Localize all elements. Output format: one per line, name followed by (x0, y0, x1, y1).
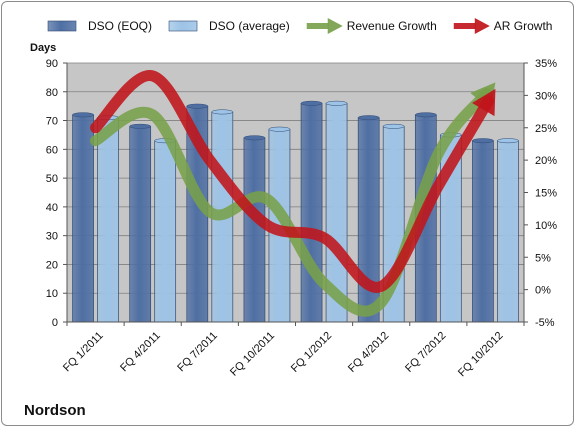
y2-tick-label: 20% (535, 155, 557, 167)
bar-dso-eoq-fq-4-2011 (129, 125, 152, 323)
bar-dso-eoq-fq-1-2012 (300, 102, 323, 323)
bar-dso-eoq-fq-10-2011 (243, 137, 266, 323)
legend-swatch (168, 20, 198, 32)
legend-label: DSO (average) (209, 19, 290, 33)
bar-dso-eoq-fq-10-2012 (472, 140, 494, 323)
growth-lines (90, 70, 496, 317)
y-tick-label: 70 (46, 116, 58, 128)
x-tick-label: FQ 7/2012 (403, 330, 448, 375)
legend-label: Revenue Growth (347, 19, 437, 33)
y2-tick-label: 35% (535, 58, 557, 70)
x-tick-label: FQ 10/2011 (228, 330, 277, 379)
bar-cap-dso-eoq (472, 138, 494, 144)
y2-tick-label: -5% (535, 317, 555, 329)
bar-cap-dso-average (268, 126, 291, 132)
y-tick-label: 50 (46, 173, 58, 185)
legend-item-ar-growth: AR Growth (453, 18, 553, 34)
bar-cap-dso-average (382, 123, 405, 129)
bar-cap-dso-eoq (415, 112, 437, 118)
legend-swatch (47, 20, 77, 32)
y-tick-label: 30 (46, 231, 58, 243)
company-name: Nordson (24, 402, 86, 419)
bar-dso-average-fq-4-2011 (154, 140, 177, 323)
legend-item-dso-eoq: DSO (EOQ) (47, 19, 152, 33)
x-tick-label: FQ 1/2012 (289, 330, 334, 375)
y-tick-label: 80 (46, 87, 58, 99)
bar-cap-dso-eoq (357, 115, 380, 121)
legend: DSO (EOQ) DSO (average) Revenue Growth AR G… (47, 18, 553, 34)
legend-arrow (327, 18, 343, 34)
bar-cap-dso-eoq (129, 123, 151, 129)
y2-tick-label: 30% (535, 90, 557, 102)
bar-cap-dso-eoq (72, 112, 94, 118)
y-tick-label: 10 (46, 288, 58, 300)
y-tick-label: 0 (52, 317, 58, 329)
y2-tick-label: 0% (535, 285, 551, 297)
legend-label: DSO (EOQ) (88, 19, 152, 33)
bar-dso-average-fq-1-2011 (97, 117, 119, 323)
x-tick-label: FQ 4/2011 (118, 330, 163, 375)
bar-cap-dso-average (497, 138, 519, 144)
bar-dso-eoq-fq-1-2011 (72, 114, 94, 323)
legend-item-dso-average: DSO (average) (168, 19, 290, 33)
line-revenue-growth (90, 87, 493, 317)
bar-cap-dso-eoq (186, 103, 209, 109)
y2-tick-label: 25% (535, 123, 557, 135)
arrowhead-ar-growth (472, 88, 496, 117)
x-tick-label: FQ 7/2011 (175, 330, 220, 375)
y-axis-label: Days (30, 42, 56, 54)
bar-cap-dso-eoq (300, 100, 323, 106)
y-tick-label: 40 (46, 202, 58, 214)
y-tick-label: 60 (46, 144, 58, 156)
y2-tick-label: 10% (535, 220, 557, 232)
bars (72, 100, 519, 323)
bar-cap-dso-eoq (243, 135, 266, 141)
legend-item-revenue-growth: Revenue Growth (306, 18, 437, 34)
y2-tick-label: 5% (535, 252, 551, 264)
bar-cap-dso-average (325, 100, 348, 106)
legend-label: AR Growth (494, 19, 553, 33)
bar-cap-dso-average (211, 109, 234, 115)
line-ar-growth (90, 70, 494, 293)
x-tick-label: FQ 10/2012 (456, 330, 506, 380)
x-tick-label: FQ 4/2012 (346, 330, 391, 375)
x-tick-label: FQ 1/2011 (61, 330, 106, 375)
y-tick-label: 20 (46, 259, 58, 271)
legend-arrow (474, 18, 490, 34)
bar-dso-average-fq-10-2012 (497, 140, 519, 323)
y2-tick-label: 15% (535, 188, 557, 200)
y-tick-label: 90 (46, 58, 58, 70)
